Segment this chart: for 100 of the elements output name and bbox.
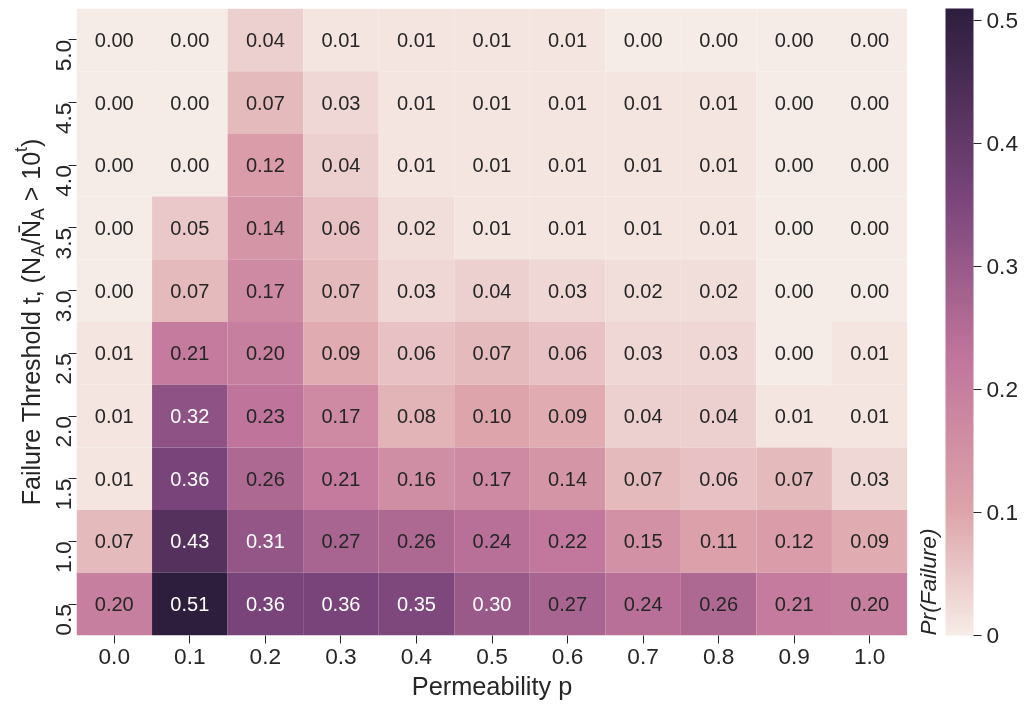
data-label: 0.00 [774,342,814,365]
data-label: 0.00 [94,91,134,114]
data-label: 0.20 [94,593,134,616]
data-label: 0.00 [850,279,890,302]
data-label: 0.01 [548,28,588,51]
data-label: 0.01 [548,91,588,114]
data-label: 0.01 [623,91,663,114]
data-label: 0.17 [245,279,285,302]
data-label: 0.14 [548,467,588,490]
data-label: 0.00 [850,28,890,51]
data-label: 0.00 [623,28,663,51]
data-label: 0.01 [472,28,512,51]
data-label: 0.00 [94,279,134,302]
data-label: 0.10 [472,405,512,428]
x-axis-title: Permeability p [411,671,573,700]
data-label: 0.31 [245,530,285,553]
y-tick-label: 1.0 [50,541,76,573]
data-label: 0.36 [170,467,210,490]
data-label: 0.03 [396,279,436,302]
data-label: 0.26 [245,467,285,490]
data-label: 0.09 [321,342,361,365]
data-label: 0.01 [472,154,512,177]
data-label: 0.14 [245,216,285,239]
y-tick-label: 4.5 [50,102,76,135]
x-tick-label: 0.7 [627,642,659,669]
data-label: 0.01 [472,216,512,239]
data-label: 0.06 [396,342,436,365]
data-label: 0.00 [774,216,814,239]
data-label: 0.21 [774,593,814,616]
data-label: 0.00 [699,28,739,51]
data-label: 0.04 [623,405,663,428]
y-tick-label: 3.0 [50,290,76,323]
data-label: 0.01 [548,216,588,239]
data-label: 0.00 [774,154,814,177]
data-label: 0.04 [321,154,361,177]
data-label: 0.02 [699,279,739,302]
data-label: 0.03 [850,467,890,490]
data-label: 0.27 [321,530,361,553]
y-tick-label: 4.0 [50,165,76,197]
y-tick-label: 2.0 [50,416,76,448]
color-bar-label: 0.3 [986,253,1018,280]
data-label: 0.06 [321,216,361,239]
data-label: 0.01 [699,216,739,239]
data-label: 0.20 [245,342,285,365]
data-label: 0.04 [472,279,512,302]
data-label: 0.03 [623,342,663,365]
data-label: 0.01 [396,91,436,114]
data-label: 0.00 [94,154,134,177]
data-label: 0.07 [623,467,663,490]
data-label: 0.01 [699,91,739,114]
x-tick-label: 0.5 [476,642,508,669]
data-label: 0.00 [774,279,814,302]
data-label: 0.24 [472,530,512,553]
x-tick-label: 0.3 [325,642,357,669]
color-bar-label: 0.2 [986,376,1018,403]
x-tick-label: 1.0 [853,642,886,669]
data-label: 0.12 [774,530,814,553]
data-label: 0.17 [321,405,361,428]
y-tick-label: 5.0 [50,39,76,72]
data-label: 0.01 [94,467,134,490]
data-label: 0.36 [321,593,361,616]
data-label: 0.07 [472,342,512,365]
x-tick-label: 0.6 [551,642,584,669]
data-label: 0.01 [623,154,663,177]
data-label: 0.00 [850,91,890,114]
x-tick-label: 0.4 [400,642,433,669]
data-label: 0.11 [699,530,738,553]
data-label: 0.01 [623,216,663,239]
color-bar-label: 0.5 [986,7,1018,34]
data-label: 0.16 [396,467,436,490]
color-bar-label: 0.1 [986,499,1018,526]
data-label: 0.24 [623,593,663,616]
data-label: 0.00 [774,28,814,51]
data-label: 0.07 [774,467,814,490]
data-label: 0.02 [396,216,436,239]
data-label: 0.07 [170,279,210,302]
data-label: 0.30 [472,593,512,616]
data-label: 0.35 [396,593,436,616]
data-label: 0.27 [548,593,588,616]
data-label: 0.20 [850,593,890,616]
data-label: 0.01 [699,154,739,177]
data-label: 0.09 [850,530,890,553]
y-tick-label: 0.5 [50,604,76,636]
data-label: 0.01 [850,405,890,428]
data-label: 0.32 [170,405,210,428]
data-label: 0.04 [245,28,285,51]
y-axis-title: Failure Threshold t, (NA/N̄A > 10t) [11,138,48,506]
data-label: 0.01 [94,405,134,428]
data-label: 0.01 [850,342,890,365]
data-label: 0.17 [472,467,512,490]
data-label: 0.01 [321,28,361,51]
data-label: 0.01 [548,154,588,177]
data-label: 0.26 [699,593,739,616]
data-label: 0.01 [472,91,512,114]
x-tick-label: 0.8 [702,642,735,669]
data-label: 0.06 [699,467,739,490]
data-label: 0.51 [170,593,210,616]
data-label: 0.22 [548,530,588,553]
data-label: 0.43 [170,530,210,553]
data-label: 0.01 [774,405,814,428]
